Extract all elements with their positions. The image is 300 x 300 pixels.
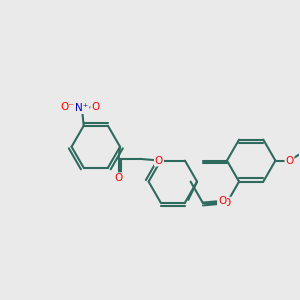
Text: O: O xyxy=(223,198,231,208)
Text: O: O xyxy=(285,156,294,166)
Text: N⁺: N⁺ xyxy=(75,103,88,113)
Text: O: O xyxy=(155,156,163,166)
Text: O: O xyxy=(218,196,226,206)
Text: O: O xyxy=(91,102,99,112)
Text: O⁻: O⁻ xyxy=(60,102,74,112)
Text: O: O xyxy=(114,173,123,183)
